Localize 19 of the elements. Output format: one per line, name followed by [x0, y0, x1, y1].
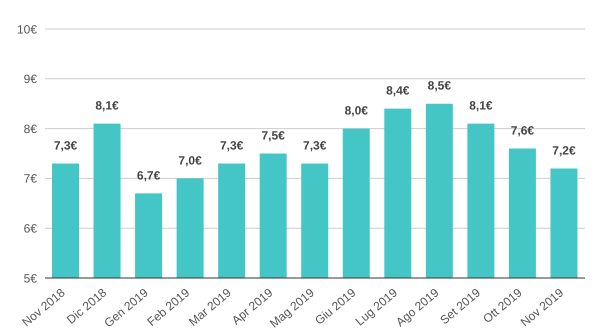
y-tick-label: 7€: [24, 172, 38, 186]
y-tick-label: 9€: [24, 72, 38, 86]
data-label: 8,5€: [428, 78, 452, 93]
y-tick-label: 6€: [24, 221, 38, 236]
data-label: 7,5€: [262, 128, 286, 142]
data-label: 8,1€: [469, 98, 493, 113]
data-label: 7,6€: [510, 124, 534, 138]
data-label: 7,2€: [552, 143, 576, 158]
data-label: 8,0€: [344, 104, 368, 118]
data-label: 8,4€: [386, 84, 410, 98]
y-tick-label: 5€: [24, 271, 38, 286]
y-tick-label: 8€: [24, 122, 38, 136]
data-label: 8,1€: [95, 98, 120, 113]
y-tick-label: 10€: [16, 22, 38, 36]
data-label: 7,3€: [54, 138, 78, 152]
data-label: 6,7€: [136, 168, 161, 182]
data-label: 7,3€: [303, 138, 327, 152]
data-label: 7,3€: [220, 138, 244, 152]
data-label: 7,0€: [178, 153, 202, 168]
